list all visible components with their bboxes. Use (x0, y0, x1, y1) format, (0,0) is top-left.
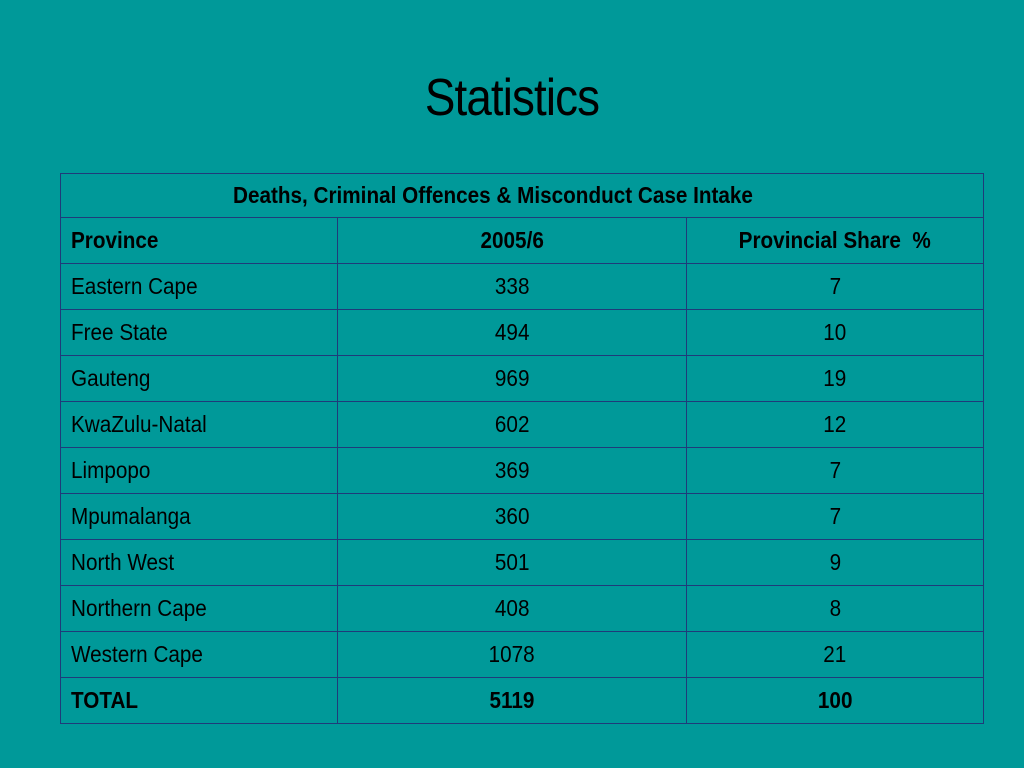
table-row: Gauteng 969 19 (60, 355, 985, 402)
count-cell: 338 (337, 263, 687, 310)
share-cell: 12 (685, 401, 985, 448)
count-cell: 360 (337, 493, 687, 540)
province-cell: Limpopo (60, 447, 338, 494)
table-header-row: Province 2005/6 Provincial Share % (60, 217, 985, 264)
total-share: 100 (685, 677, 985, 724)
share-cell: 7 (685, 447, 985, 494)
province-cell: North West (60, 539, 338, 586)
count-cell: 369 (337, 447, 687, 494)
count-cell: 969 (337, 355, 687, 402)
table-row: KwaZulu-Natal 602 12 (60, 401, 985, 448)
count-cell: 602 (337, 401, 687, 448)
table-total-row: TOTAL 5119 100 (60, 677, 985, 724)
share-cell: 9 (685, 539, 985, 586)
share-cell: 19 (685, 355, 985, 402)
header-provincial-share: Provincial Share % (685, 217, 985, 264)
table-row: Free State 494 10 (60, 309, 985, 356)
count-cell: 494 (337, 309, 687, 356)
table-row: Limpopo 369 7 (60, 447, 985, 494)
table-row: Western Cape 1078 21 (60, 631, 985, 678)
province-cell: Mpumalanga (60, 493, 338, 540)
share-cell: 7 (685, 493, 985, 540)
province-cell: Northern Cape (60, 585, 338, 632)
table-caption-row: Deaths, Criminal Offences & Misconduct C… (59, 173, 985, 218)
table-row: Eastern Cape 338 7 (60, 263, 985, 310)
province-cell: Free State (60, 309, 338, 356)
total-count: 5119 (337, 677, 687, 724)
share-cell: 7 (685, 263, 985, 310)
count-cell: 408 (337, 585, 687, 632)
slide-title: Statistics (424, 69, 600, 127)
share-cell: 8 (685, 585, 985, 632)
total-label: TOTAL (60, 677, 338, 724)
table-row: Mpumalanga 360 7 (60, 493, 985, 540)
province-cell: Eastern Cape (60, 263, 338, 310)
header-year: 2005/6 (337, 217, 687, 264)
count-cell: 1078 (337, 631, 687, 678)
count-cell: 501 (337, 539, 687, 586)
table-row: North West 501 9 (60, 539, 985, 586)
share-cell: 21 (685, 631, 985, 678)
table-caption: Deaths, Criminal Offences & Misconduct C… (59, 173, 985, 218)
table-row: Northern Cape 408 8 (60, 585, 985, 632)
province-cell: Western Cape (60, 631, 338, 678)
header-province: Province (60, 217, 338, 264)
province-cell: Gauteng (60, 355, 338, 402)
share-cell: 10 (685, 309, 985, 356)
statistics-table: Deaths, Criminal Offences & Misconduct C… (59, 173, 985, 724)
province-cell: KwaZulu-Natal (60, 401, 338, 448)
